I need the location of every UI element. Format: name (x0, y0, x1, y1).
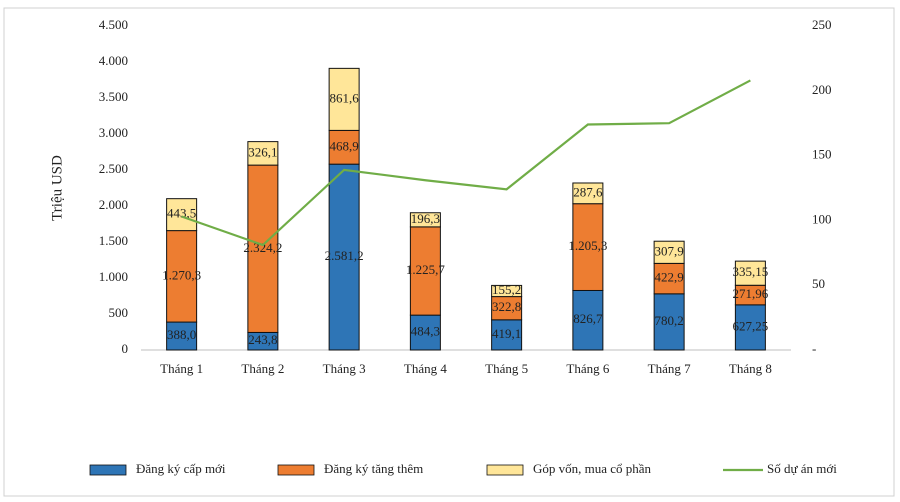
data-label: 335,15 (733, 264, 769, 279)
legend-label: Đăng ký tăng thêm (324, 461, 423, 476)
legend-swatch (486, 464, 524, 476)
y-axis-label: Triệu USD (49, 155, 65, 221)
y-tick-label: 4.500 (99, 17, 128, 32)
data-label: 443,5 (167, 206, 196, 221)
line-series (181, 79, 751, 247)
data-label: 196,3 (411, 211, 440, 226)
data-label: 326,1 (248, 144, 277, 159)
y-tick-label: 0 (122, 341, 129, 356)
x-tick-label: Tháng 3 (323, 361, 366, 376)
x-tick-label: Tháng 6 (566, 361, 609, 376)
y-tick-label: 3.500 (99, 89, 128, 104)
data-label: 155,2 (492, 282, 521, 297)
frame (3, 7, 895, 497)
bar-segment (572, 203, 604, 291)
bar-segment (491, 284, 523, 298)
data-label: 1.225,7 (406, 262, 446, 277)
data-label: 307,9 (655, 243, 684, 258)
y2-tick-label: 100 (812, 211, 832, 226)
y-tick-label: 1.000 (99, 269, 128, 284)
y2-tick-label: - (812, 341, 816, 356)
x-tick-label: Tháng 1 (160, 361, 203, 376)
data-label: 2.324,2 (243, 240, 282, 255)
bar-segment (247, 141, 279, 166)
bar-segment (247, 164, 279, 333)
data-label: 422,9 (655, 270, 684, 285)
bar-segment (166, 198, 198, 232)
x-tick-label: Tháng 5 (485, 361, 528, 376)
data-label: 627,25 (733, 318, 769, 333)
y2-tick-label: 250 (812, 17, 832, 32)
data-label: 861,6 (330, 90, 360, 105)
data-label: 2.581,2 (325, 248, 364, 263)
legend-label: Đăng ký cấp mới (136, 461, 226, 476)
bar-segment (328, 67, 360, 131)
legend-label: Số dự án mới (767, 461, 837, 476)
y-tick-label: 2.000 (99, 197, 128, 212)
data-label: 1.205,3 (568, 238, 607, 253)
data-label: 468,9 (330, 138, 359, 153)
data-label: 1.270,3 (162, 267, 201, 282)
x-tick-label: Tháng 2 (241, 361, 284, 376)
data-label: 484,3 (411, 324, 440, 339)
y2-tick-label: 150 (812, 147, 832, 162)
bar-segment (328, 163, 360, 351)
bar-segment (653, 293, 685, 351)
y-tick-label: 2.500 (99, 161, 128, 176)
y2-tick-label: 200 (812, 82, 832, 97)
bar-segment (572, 182, 604, 205)
y-tick-label: 3.000 (99, 125, 128, 140)
data-label: 826,7 (573, 311, 603, 326)
data-label: 780,2 (655, 313, 684, 328)
data-label: 388,0 (167, 327, 196, 342)
y2-tick-label: 50 (812, 276, 825, 291)
bar-segment (491, 319, 523, 351)
bar-segment (166, 230, 198, 323)
bar-segment (653, 240, 685, 264)
legend-swatch (277, 464, 315, 476)
bar-segment (409, 212, 441, 228)
bar-segment (734, 260, 766, 286)
bar-segment (328, 129, 360, 165)
x-tick-label: Tháng 8 (729, 361, 772, 376)
data-label: 287,6 (573, 184, 603, 199)
y-tick-label: 1.500 (99, 233, 128, 248)
bar-segment (409, 226, 441, 316)
data-label: 322,8 (492, 299, 521, 314)
legend-swatch (89, 464, 127, 476)
bar-segment (409, 314, 441, 351)
x-tick-label: Tháng 4 (404, 361, 447, 376)
y-tick-label: 500 (109, 305, 129, 320)
bar-segment (734, 304, 766, 351)
y-tick-label: 4.000 (99, 53, 128, 68)
legend-label: Góp vốn, mua cổ phần (533, 461, 652, 476)
x-tick-label: Tháng 7 (648, 361, 691, 376)
data-label: 243,8 (248, 332, 277, 347)
bar-segment (572, 289, 604, 351)
bar-segment (166, 321, 198, 351)
data-label: 271,96 (733, 286, 769, 301)
data-label: 419,1 (492, 326, 521, 341)
